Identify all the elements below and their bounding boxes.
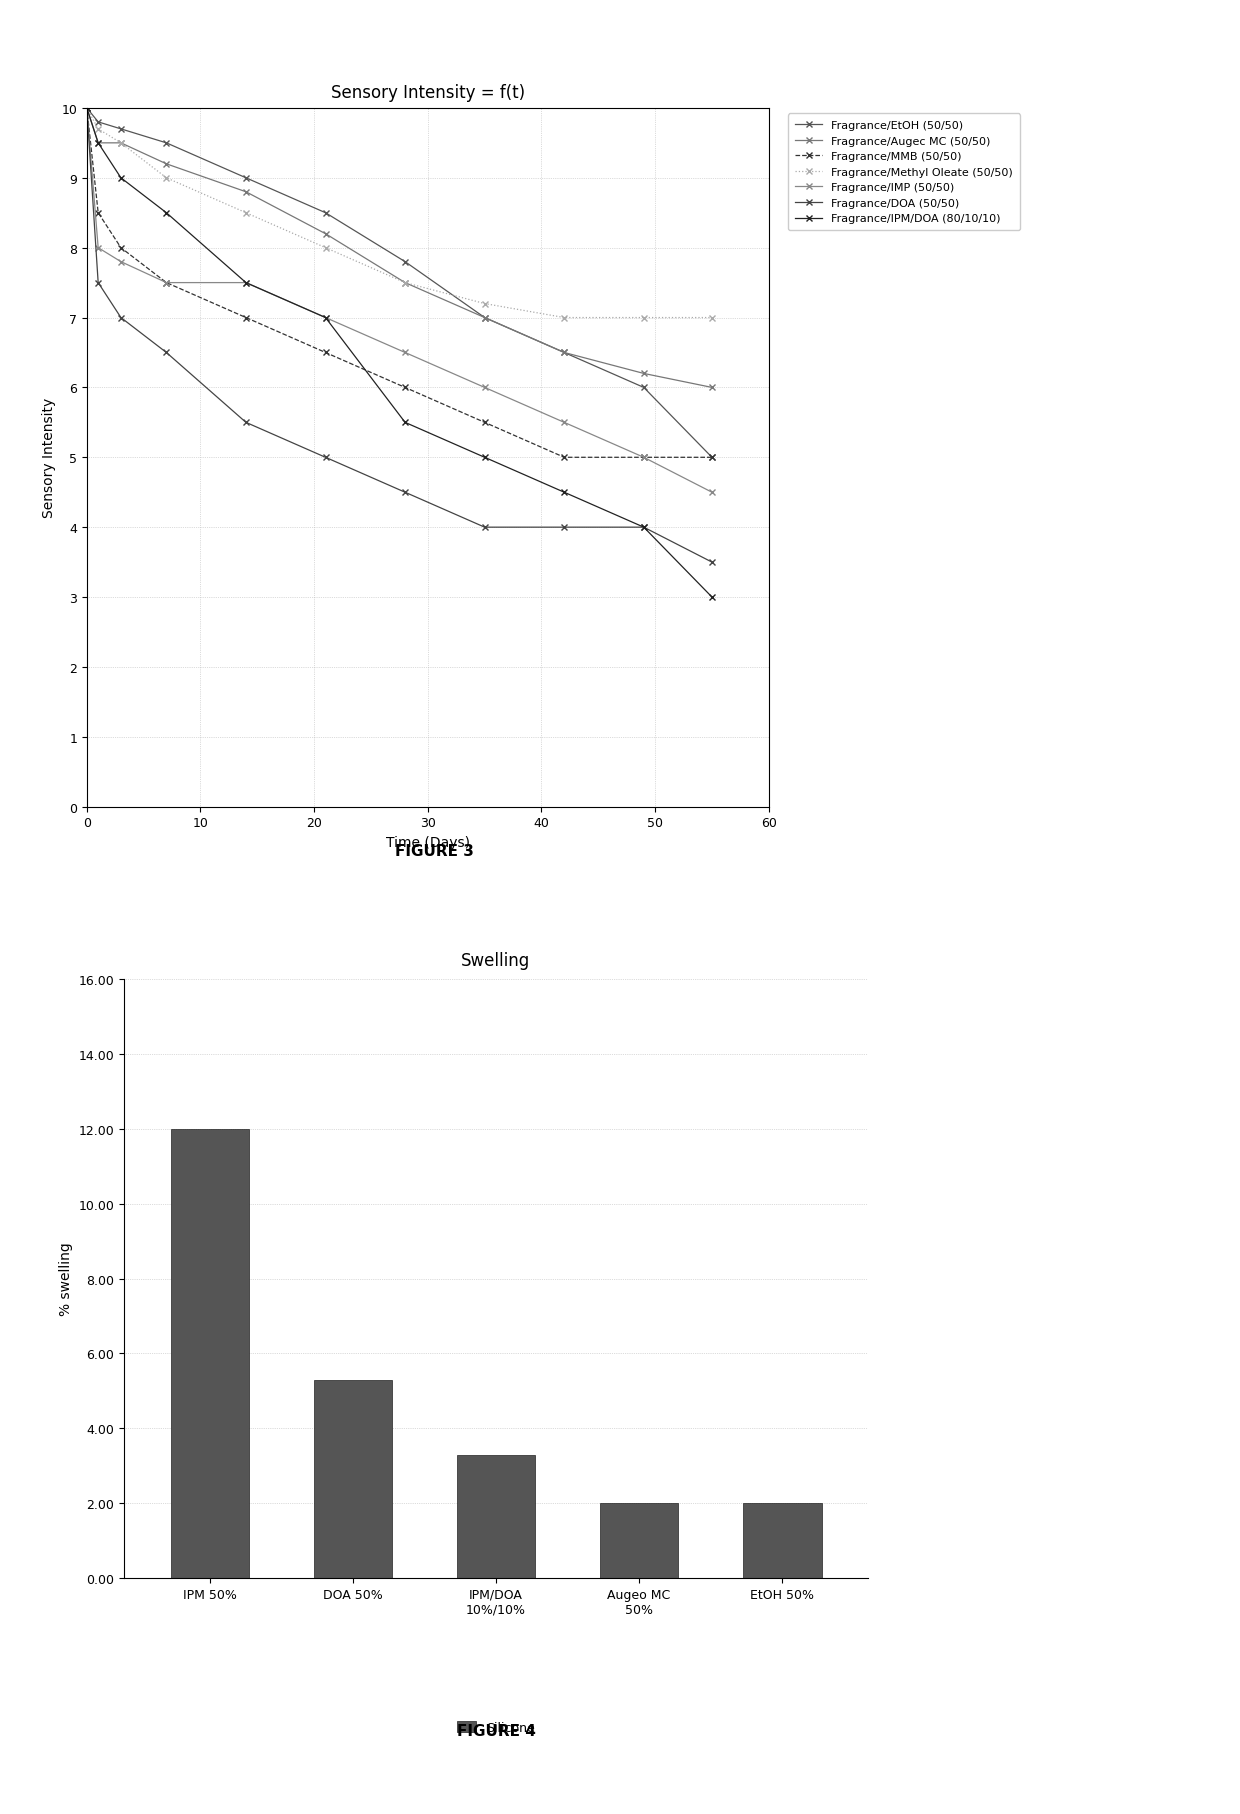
Line: Fragrance/IMP (50/50): Fragrance/IMP (50/50) [84, 105, 714, 495]
Fragrance/IPM/DOA (80/10/10) [238, 272, 253, 294]
Text: FIGURE 3: FIGURE 3 [394, 844, 474, 858]
Fragrance/Augec MC (50/50) [91, 132, 105, 154]
Legend: Fragrance/EtOH (50/50), Fragrance/Augec MC (50/50), Fragrance/MMB (50/50), Fragr: Fragrance/EtOH (50/50), Fragrance/Augec … [787, 114, 1019, 230]
Fragrance/IMP (50/50) [477, 377, 492, 399]
Fragrance/MMB (50/50) [79, 98, 94, 120]
Fragrance/EtOH (50/50) [159, 132, 174, 154]
Fragrance/IMP (50/50) [79, 98, 94, 120]
Fragrance/MMB (50/50) [114, 238, 129, 259]
Fragrance/IMP (50/50) [159, 272, 174, 294]
Fragrance/IMP (50/50) [319, 307, 334, 328]
Fragrance/IPM/DOA (80/10/10) [398, 412, 413, 434]
Fragrance/IPM/DOA (80/10/10) [636, 517, 651, 539]
Line: Fragrance/EtOH (50/50): Fragrance/EtOH (50/50) [84, 105, 714, 461]
Fragrance/Augec MC (50/50) [704, 377, 719, 399]
Fragrance/IMP (50/50) [704, 483, 719, 504]
Fragrance/IPM/DOA (80/10/10) [114, 169, 129, 190]
Line: Fragrance/MMB (50/50): Fragrance/MMB (50/50) [84, 105, 714, 461]
Fragrance/Methyl Oleate (50/50) [319, 238, 334, 259]
Fragrance/Augec MC (50/50) [114, 132, 129, 154]
Fragrance/Methyl Oleate (50/50) [557, 307, 572, 328]
Fragrance/IPM/DOA (80/10/10) [319, 307, 334, 328]
Fragrance/DOA (50/50) [636, 517, 651, 539]
Fragrance/EtOH (50/50) [477, 307, 492, 328]
Fragrance/DOA (50/50) [238, 412, 253, 434]
Fragrance/Augec MC (50/50) [557, 343, 572, 365]
Fragrance/DOA (50/50) [557, 517, 572, 539]
Fragrance/Methyl Oleate (50/50) [398, 272, 413, 294]
Fragrance/IPM/DOA (80/10/10) [159, 203, 174, 225]
Fragrance/IMP (50/50) [238, 272, 253, 294]
Fragrance/IMP (50/50) [91, 238, 105, 259]
Line: Fragrance/Methyl Oleate (50/50): Fragrance/Methyl Oleate (50/50) [84, 105, 714, 321]
Fragrance/EtOH (50/50) [79, 98, 94, 120]
Fragrance/EtOH (50/50) [238, 169, 253, 190]
Fragrance/MMB (50/50) [398, 377, 413, 399]
Fragrance/MMB (50/50) [477, 412, 492, 434]
Line: Fragrance/Augec MC (50/50): Fragrance/Augec MC (50/50) [84, 105, 714, 392]
Bar [314, 1380, 392, 1578]
Title: Sensory Intensity = f(t): Sensory Intensity = f(t) [331, 83, 525, 102]
Fragrance/DOA (50/50) [704, 551, 719, 573]
Bar [171, 1128, 249, 1578]
Fragrance/Augec MC (50/50) [238, 181, 253, 203]
Fragrance/IMP (50/50) [398, 343, 413, 365]
Fragrance/DOA (50/50) [159, 343, 174, 365]
Fragrance/DOA (50/50) [79, 98, 94, 120]
Fragrance/Augec MC (50/50) [636, 363, 651, 385]
Fragrance/EtOH (50/50) [91, 112, 105, 134]
Fragrance/MMB (50/50) [91, 203, 105, 225]
Line: Fragrance/DOA (50/50): Fragrance/DOA (50/50) [84, 105, 714, 566]
Fragrance/Methyl Oleate (50/50) [704, 307, 719, 328]
Fragrance/IPM/DOA (80/10/10) [79, 98, 94, 120]
Title: Swelling: Swelling [461, 952, 531, 970]
Fragrance/IMP (50/50) [557, 412, 572, 434]
Fragrance/IMP (50/50) [636, 446, 651, 468]
Fragrance/EtOH (50/50) [636, 377, 651, 399]
Fragrance/IPM/DOA (80/10/10) [557, 483, 572, 504]
Fragrance/IPM/DOA (80/10/10) [91, 132, 105, 154]
Fragrance/Methyl Oleate (50/50) [159, 169, 174, 190]
Fragrance/Methyl Oleate (50/50) [477, 294, 492, 316]
Fragrance/Methyl Oleate (50/50) [79, 98, 94, 120]
Line: Fragrance/IPM/DOA (80/10/10): Fragrance/IPM/DOA (80/10/10) [84, 105, 714, 600]
Fragrance/DOA (50/50) [398, 483, 413, 504]
Fragrance/Methyl Oleate (50/50) [636, 307, 651, 328]
Fragrance/Augec MC (50/50) [319, 223, 334, 245]
Fragrance/DOA (50/50) [477, 517, 492, 539]
Fragrance/DOA (50/50) [91, 272, 105, 294]
Bar [743, 1504, 822, 1578]
Fragrance/DOA (50/50) [319, 446, 334, 468]
Bar [600, 1504, 678, 1578]
Fragrance/EtOH (50/50) [319, 203, 334, 225]
Fragrance/EtOH (50/50) [557, 343, 572, 365]
Fragrance/EtOH (50/50) [704, 446, 719, 468]
Fragrance/MMB (50/50) [557, 446, 572, 468]
Fragrance/Methyl Oleate (50/50) [91, 120, 105, 141]
Fragrance/IPM/DOA (80/10/10) [477, 446, 492, 468]
Fragrance/MMB (50/50) [159, 272, 174, 294]
Fragrance/EtOH (50/50) [398, 252, 413, 274]
X-axis label: Time (Days): Time (Days) [386, 836, 470, 849]
Fragrance/Methyl Oleate (50/50) [114, 132, 129, 154]
Fragrance/MMB (50/50) [319, 343, 334, 365]
Bar [456, 1455, 536, 1578]
Y-axis label: Sensory Intensity: Sensory Intensity [42, 397, 56, 519]
Fragrance/Augec MC (50/50) [477, 307, 492, 328]
Fragrance/MMB (50/50) [238, 307, 253, 328]
Fragrance/Augec MC (50/50) [79, 98, 94, 120]
Fragrance/Augec MC (50/50) [159, 154, 174, 176]
Fragrance/MMB (50/50) [636, 446, 651, 468]
Fragrance/DOA (50/50) [114, 307, 129, 328]
Fragrance/MMB (50/50) [704, 446, 719, 468]
Fragrance/IPM/DOA (80/10/10) [704, 586, 719, 608]
Fragrance/EtOH (50/50) [114, 120, 129, 141]
Fragrance/Augec MC (50/50) [398, 272, 413, 294]
Fragrance/Methyl Oleate (50/50) [238, 203, 253, 225]
Legend: Silicone: Silicone [453, 1716, 539, 1740]
Fragrance/IMP (50/50) [114, 252, 129, 274]
Text: FIGURE 4: FIGURE 4 [456, 1723, 536, 1738]
Y-axis label: % swelling: % swelling [58, 1243, 73, 1315]
